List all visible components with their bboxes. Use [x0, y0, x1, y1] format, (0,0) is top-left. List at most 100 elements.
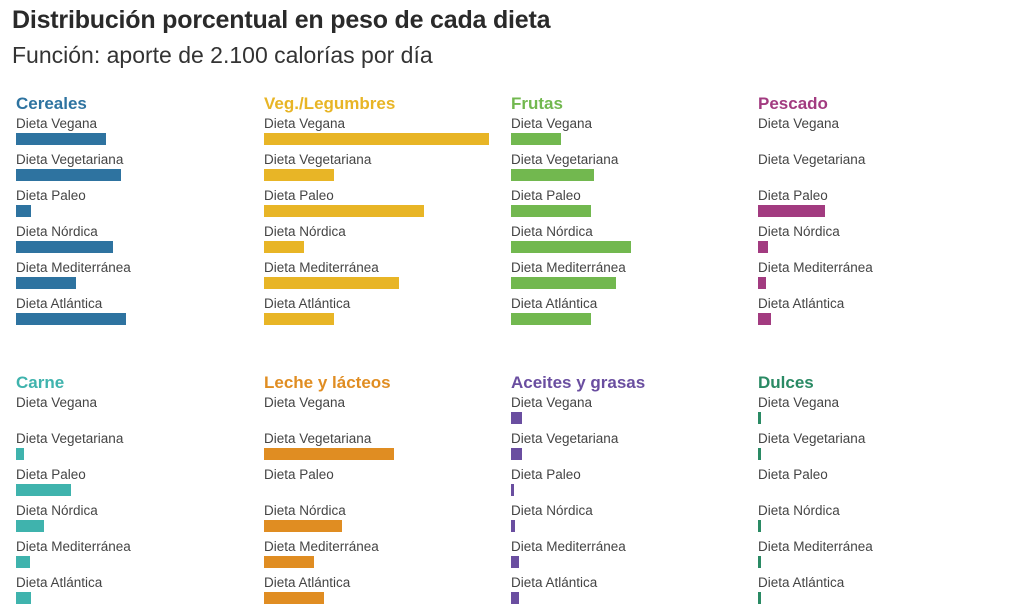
- panel-title: Frutas: [511, 94, 563, 113]
- bar-row: Dieta Mediterránea: [758, 539, 998, 575]
- bar-row: Dieta Nórdica: [758, 224, 998, 260]
- category-label: Dieta Paleo: [758, 467, 828, 482]
- category-label: Dieta Nórdica: [758, 224, 840, 239]
- category-label: Dieta Atlántica: [264, 296, 351, 311]
- category-label: Dieta Vegetariana: [511, 152, 619, 167]
- category-label: Dieta Atlántica: [16, 296, 103, 311]
- bar: [16, 448, 24, 460]
- category-label: Dieta Mediterránea: [511, 539, 626, 554]
- category-label: Dieta Mediterránea: [16, 539, 131, 554]
- bar-row: Dieta Vegana: [16, 395, 256, 431]
- category-label: Dieta Paleo: [511, 467, 581, 482]
- bar: [511, 205, 591, 217]
- bar-row: Dieta Vegana: [16, 116, 256, 152]
- bar-row: Dieta Nórdica: [511, 503, 751, 539]
- bar: [264, 133, 489, 145]
- bar-row: Dieta Paleo: [16, 467, 256, 503]
- category-label: Dieta Atlántica: [758, 575, 845, 590]
- category-label: Dieta Atlántica: [511, 575, 598, 590]
- bar: [16, 484, 71, 496]
- bar-row: Dieta Nórdica: [511, 224, 751, 260]
- bar-row: Dieta Atlántica: [511, 575, 751, 611]
- category-label: Dieta Nórdica: [264, 224, 346, 239]
- bar-row: Dieta Nórdica: [16, 503, 256, 539]
- bar: [16, 520, 44, 532]
- category-label: Dieta Vegetariana: [264, 152, 372, 167]
- bar-row: Dieta Paleo: [758, 467, 998, 503]
- bar: [264, 592, 324, 604]
- bar: [264, 520, 342, 532]
- chart-title: Distribución porcentual en peso de cada …: [12, 6, 551, 34]
- bar: [16, 556, 30, 568]
- category-label: Dieta Nórdica: [264, 503, 346, 518]
- bar: [264, 277, 399, 289]
- bar-row: Dieta Nórdica: [264, 503, 504, 539]
- category-label: Dieta Paleo: [264, 467, 334, 482]
- bar-row: Dieta Nórdica: [16, 224, 256, 260]
- category-label: Dieta Paleo: [264, 188, 334, 203]
- bar: [758, 313, 771, 325]
- panel-title: Veg./Legumbres: [264, 94, 396, 113]
- bar: [758, 277, 766, 289]
- bar-row: Dieta Paleo: [511, 188, 751, 224]
- bar: [264, 241, 304, 253]
- bar-row: Dieta Mediterránea: [16, 260, 256, 296]
- bar-row: Dieta Vegetariana: [16, 431, 256, 467]
- category-label: Dieta Mediterránea: [758, 260, 873, 275]
- bar: [16, 169, 121, 181]
- category-label: Dieta Mediterránea: [16, 260, 131, 275]
- bar: [16, 241, 113, 253]
- category-label: Dieta Vegana: [758, 395, 840, 410]
- category-label: Dieta Nórdica: [16, 224, 98, 239]
- panel-cereales: Cereales Dieta Vegana Dieta Vegetariana Die…: [16, 94, 256, 332]
- bar: [511, 592, 519, 604]
- category-label: Dieta Vegana: [264, 116, 346, 131]
- bar: [511, 169, 594, 181]
- bar-row: Dieta Mediterránea: [264, 260, 504, 296]
- bar: [16, 277, 76, 289]
- bar-row: Dieta Mediterránea: [16, 539, 256, 575]
- category-label: Dieta Mediterránea: [758, 539, 873, 554]
- bar-row: Dieta Vegana: [264, 116, 504, 152]
- bar-row: Dieta Vegana: [758, 395, 998, 431]
- bar: [511, 556, 519, 568]
- bar: [758, 520, 761, 532]
- bar-row: Dieta Nórdica: [758, 503, 998, 539]
- panel-title: Pescado: [758, 94, 828, 113]
- bar: [758, 241, 768, 253]
- category-label: Dieta Paleo: [16, 188, 86, 203]
- bar-row: Dieta Paleo: [16, 188, 256, 224]
- category-label: Dieta Vegana: [511, 395, 593, 410]
- panel-pescado: Pescado Dieta Vegana Dieta Vegetariana Diet…: [758, 94, 998, 332]
- bar: [511, 448, 522, 460]
- panel-title: Leche y lácteos: [264, 373, 391, 392]
- category-label: Dieta Vegana: [16, 116, 98, 131]
- bar-row: Dieta Vegetariana: [264, 431, 504, 467]
- bar-row: Dieta Vegetariana: [758, 431, 998, 467]
- bar: [511, 277, 616, 289]
- panel-frutas: Frutas Dieta Vegana Dieta Vegetariana Dieta…: [511, 94, 751, 332]
- bar-row: Dieta Paleo: [264, 188, 504, 224]
- panel-title: Cereales: [16, 94, 87, 113]
- category-label: Dieta Mediterránea: [511, 260, 626, 275]
- category-label: Dieta Vegana: [264, 395, 346, 410]
- bar: [511, 520, 515, 532]
- bar-row: Dieta Nórdica: [264, 224, 504, 260]
- bar: [758, 592, 761, 604]
- bar: [16, 313, 126, 325]
- bar: [758, 412, 761, 424]
- category-label: Dieta Vegetariana: [16, 152, 124, 167]
- category-label: Dieta Vegana: [16, 395, 98, 410]
- panel-carne: Carne Dieta Vegana Dieta Vegetariana Dieta …: [16, 373, 256, 611]
- panel-veg-legumbres: Veg./Legumbres Dieta Vegana Dieta Vegetari…: [264, 94, 504, 332]
- category-label: Dieta Vegetariana: [16, 431, 124, 446]
- bar-row: Dieta Vegetariana: [758, 152, 998, 188]
- bar: [16, 205, 31, 217]
- bar: [264, 205, 424, 217]
- bar: [511, 241, 631, 253]
- bar-row: Dieta Atlántica: [758, 296, 998, 332]
- bar: [264, 556, 314, 568]
- panel-title: Carne: [16, 373, 65, 392]
- category-label: Dieta Nórdica: [758, 503, 840, 518]
- category-label: Dieta Atlántica: [16, 575, 103, 590]
